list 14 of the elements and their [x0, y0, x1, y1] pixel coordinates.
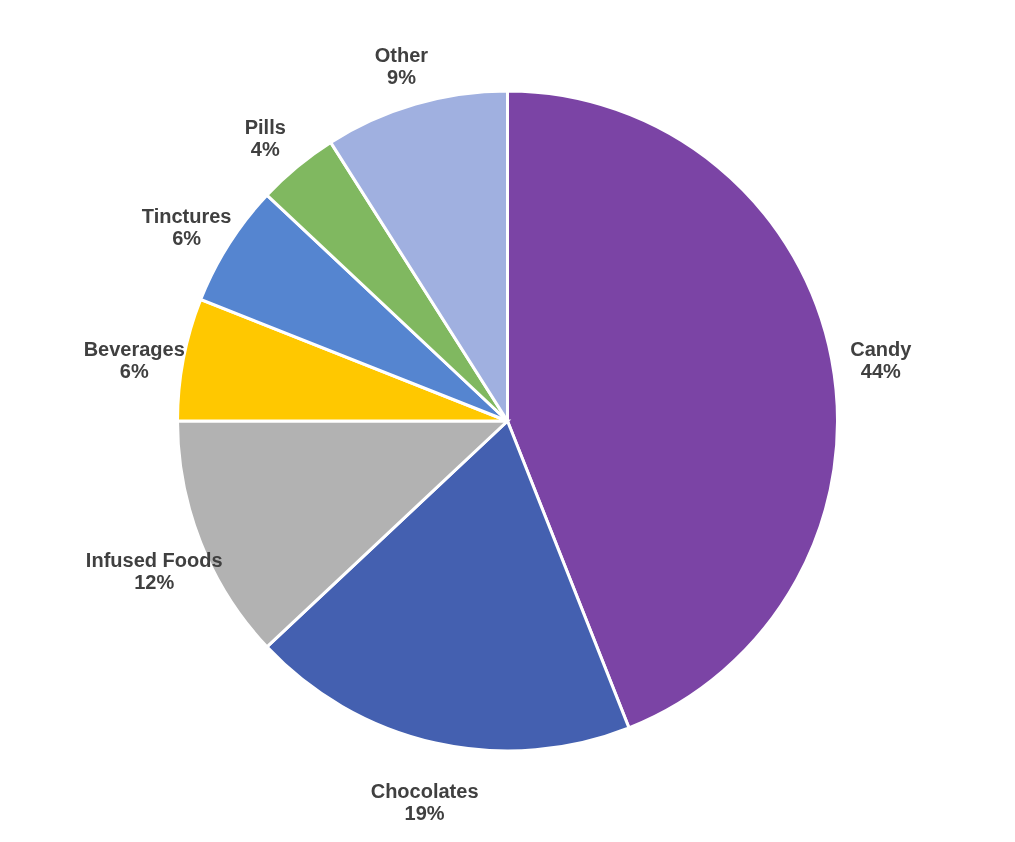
data-label: 4% [250, 138, 280, 161]
slice-label: Pills [244, 116, 286, 139]
data-label: 6% [172, 227, 202, 250]
data-label: 9% [387, 66, 417, 89]
slice-label: Tinctures [141, 205, 232, 228]
slice-label: Infused Foods [85, 548, 223, 571]
slice-label: Other [374, 44, 429, 67]
data-label: 12% [134, 570, 175, 593]
data-label: 19% [404, 801, 445, 824]
slice-label: Beverages [83, 337, 185, 360]
slice-label: Candy [850, 337, 913, 360]
data-label: 44% [860, 359, 901, 382]
data-label: 6% [119, 359, 149, 382]
slice-label: Chocolates [370, 779, 479, 802]
